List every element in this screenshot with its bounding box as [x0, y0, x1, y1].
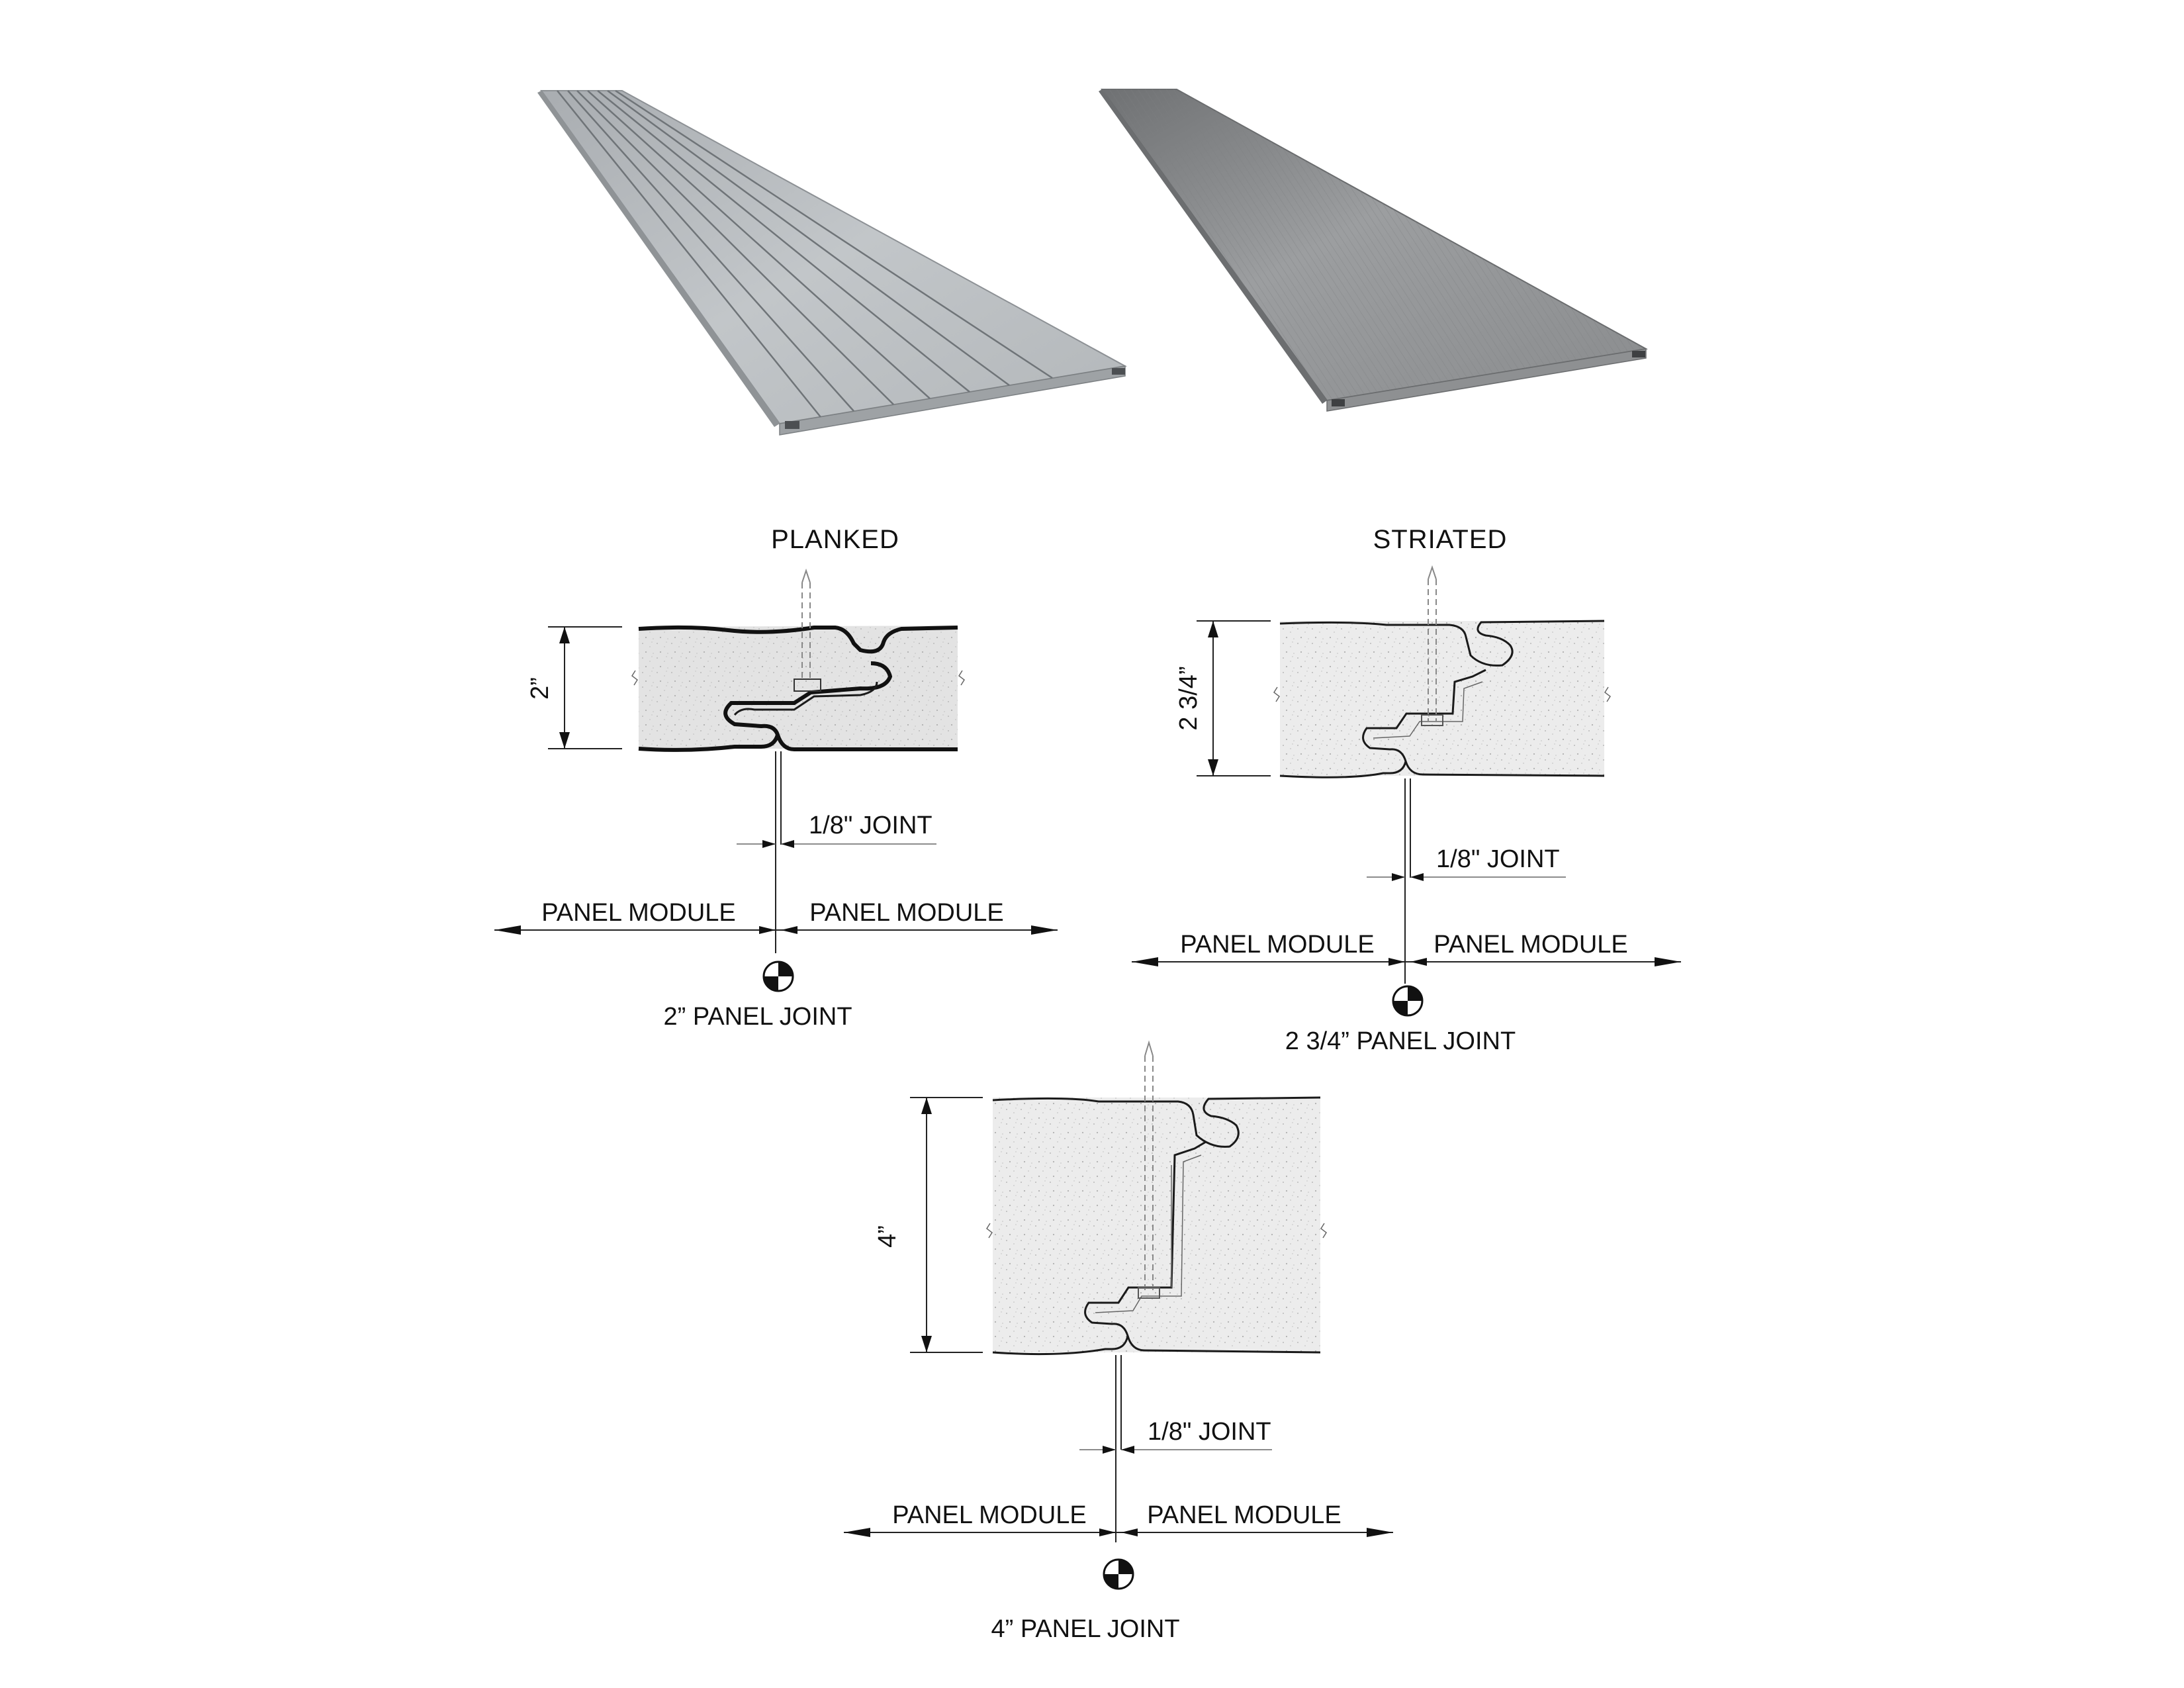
planked-heading: PLANKED: [771, 525, 899, 554]
detail-2-3-4in-module-left: PANEL MODULE: [1180, 931, 1375, 959]
detail-4in-module-right: PANEL MODULE: [1147, 1501, 1342, 1529]
detail-2in-joint: 2” 1/8" JOINT PANEL MODULE PANEL MODULE …: [494, 568, 1058, 1031]
detail-2-3-4in-joint: 2 3/4” 1/8" JOINT PANEL MODULE PANEL MOD…: [1132, 565, 1681, 1055]
detail-2in-thickness-label: 2”: [526, 677, 554, 700]
detail-2in-joint-target: [762, 961, 794, 992]
detail-2-3-4in-thickness-label: 2 3/4”: [1175, 666, 1203, 730]
detail-2in-module-left: PANEL MODULE: [541, 899, 736, 927]
detail-2-3-4in-joint-label: 1/8" JOINT: [1436, 845, 1560, 873]
detail-2in-joint-label: 1/8" JOINT: [809, 812, 933, 839]
detail-2in-module-right: PANEL MODULE: [809, 899, 1004, 927]
detail-2-3-4in-title: 2 3/4” PANEL JOINT: [1285, 1027, 1516, 1055]
detail-4in-module-left: PANEL MODULE: [892, 1501, 1087, 1529]
striated-panel-render: [1099, 89, 1649, 412]
detail-4in-thickness-label: 4”: [874, 1225, 901, 1248]
detail-2-3-4in-module-right: PANEL MODULE: [1433, 931, 1628, 959]
detail-4in-title: 4” PANEL JOINT: [991, 1615, 1179, 1643]
detail-4in-joint-label: 1/8" JOINT: [1148, 1418, 1271, 1446]
striated-heading: STRIATED: [1373, 525, 1508, 554]
detail-2in-title: 2” PANEL JOINT: [663, 1003, 852, 1031]
detail-4in-joint-target: [1103, 1558, 1134, 1590]
planked-panel-render: [537, 89, 1128, 436]
detail-4in-joint: 4” 1/8" JOINT PANEL MODULE PANEL MODULE …: [844, 1040, 1393, 1643]
detail-2-3-4in-joint-target: [1392, 985, 1424, 1017]
